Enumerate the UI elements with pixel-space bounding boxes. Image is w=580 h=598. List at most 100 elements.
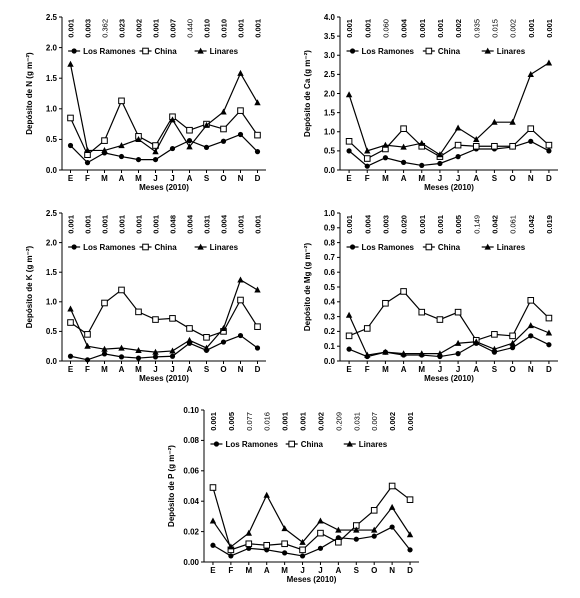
x-tick-label: O [220, 365, 226, 374]
data-point [473, 338, 480, 345]
x-tick-label: J [456, 365, 460, 374]
x-tick-label: A [335, 566, 341, 575]
legend-label: Los Ramones [83, 243, 136, 252]
p-value-label: 0.002 [454, 19, 463, 38]
data-point [545, 314, 553, 322]
x-tick-label: F [85, 174, 90, 183]
data-point [527, 125, 535, 132]
data-point [406, 531, 414, 538]
data-point [382, 299, 389, 307]
data-point [363, 325, 371, 332]
data-point [454, 339, 462, 346]
legend-label: China [301, 440, 324, 449]
data-point [152, 316, 159, 323]
data-point [546, 342, 552, 348]
data-point [546, 148, 552, 154]
data-point [317, 517, 324, 524]
p-value-label: 0.019 [545, 215, 554, 234]
x-tick-label: O [220, 174, 226, 183]
legend-entry: Los Ramones [346, 47, 415, 56]
x-tick-label: A [119, 365, 125, 374]
data-point [436, 316, 444, 323]
x-tick-label: J [456, 174, 460, 183]
chart-panel-4: 0.0 0.1 0.2 0.3 0.4 0.5 0.6 0.7 0.8 0.9 1.0 E F M A M J J… [303, 209, 558, 383]
data-point [118, 142, 125, 149]
y-tick-label: 1.0 [324, 209, 336, 218]
y-tick-label: 0.0 [46, 166, 58, 175]
x-axis-label: Meses (2010) [424, 183, 474, 192]
series-linares [345, 311, 553, 358]
data-point [237, 332, 244, 339]
legend-marker [349, 244, 356, 250]
y-tick-label: 1.5 [324, 108, 336, 117]
x-tick-label: M [101, 365, 108, 374]
series-line [70, 133, 258, 164]
data-point [281, 540, 288, 548]
p-value-label: 0.002 [135, 19, 144, 38]
series-los-ramones [346, 333, 552, 360]
x-tick-label: F [85, 365, 90, 374]
data-point [509, 339, 516, 346]
data-point [382, 141, 389, 148]
data-point [371, 526, 378, 533]
data-point [237, 276, 244, 283]
p-value-label: 0.001 [254, 19, 263, 38]
data-point [382, 155, 389, 161]
data-point [282, 550, 288, 556]
legend-entry: China [422, 243, 461, 252]
p-value-label: 0.209 [334, 412, 343, 431]
p-value-label: 0.042 [527, 215, 536, 234]
x-tick-label: N [238, 365, 244, 374]
data-point [254, 99, 261, 106]
x-tick-label: E [68, 174, 74, 183]
x-tick-label: S [354, 566, 360, 575]
x-tick-label: M [382, 174, 389, 183]
y-tick-label: 0.5 [324, 283, 336, 292]
data-point [345, 138, 353, 145]
y-tick-label: 0.4 [324, 298, 336, 307]
data-point [317, 529, 324, 537]
x-tick-label: J [170, 174, 174, 183]
p-value-label: 0.001 [363, 19, 372, 38]
x-axis-label: Meses (2010) [424, 374, 474, 383]
series-linares [67, 276, 261, 355]
p-value-label: 0.004 [400, 18, 409, 38]
data-point [254, 149, 261, 155]
p-value-label: 0.001 [237, 215, 246, 234]
p-value-label: 0.001 [118, 215, 127, 234]
x-tick-label: M [418, 174, 425, 183]
p-value-label: 0.010 [203, 19, 212, 38]
data-point [118, 286, 125, 294]
p-value-label: 0.001 [436, 19, 445, 38]
data-point [254, 286, 261, 293]
legend-marker [142, 243, 149, 251]
series-line [212, 493, 411, 548]
data-point [169, 353, 176, 359]
p-value-label: 0.010 [220, 19, 229, 38]
legend-entry: Linares [481, 47, 526, 56]
x-tick-label: M [135, 174, 142, 183]
legend-entry: China [139, 243, 177, 252]
legend-entry: China [139, 47, 177, 56]
p-value-label: 0.001 [281, 412, 290, 431]
series-line [69, 279, 258, 353]
series-china [67, 97, 261, 158]
x-tick-label: A [264, 566, 270, 575]
series-los-ramones [67, 332, 261, 363]
data-point [101, 351, 108, 357]
data-point [84, 342, 91, 349]
data-point [169, 315, 176, 322]
data-point [346, 346, 352, 352]
p-value-label: 0.001 [67, 215, 76, 234]
data-point [203, 334, 210, 341]
legend-marker [484, 47, 491, 54]
p-value-label: 0.042 [490, 215, 499, 234]
data-point [472, 142, 480, 150]
data-point [209, 484, 217, 491]
p-value-label: 0.031 [352, 412, 361, 431]
y-tick-label: 0.6 [324, 268, 336, 277]
legend-marker [71, 48, 77, 54]
data-point [418, 350, 425, 357]
x-tick-label: J [438, 365, 442, 374]
series-china [67, 286, 261, 341]
